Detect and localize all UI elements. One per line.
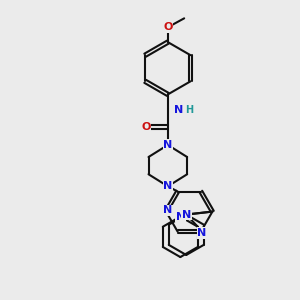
Text: N: N — [163, 140, 172, 150]
Text: N: N — [182, 210, 191, 220]
Text: O: O — [141, 122, 151, 132]
Text: N: N — [174, 105, 183, 115]
Text: H: H — [185, 106, 193, 116]
Text: N: N — [197, 228, 207, 238]
Text: O: O — [163, 22, 172, 32]
Text: N: N — [176, 212, 185, 222]
Text: N: N — [182, 210, 191, 220]
Text: N: N — [163, 206, 172, 215]
Text: N: N — [163, 181, 172, 191]
